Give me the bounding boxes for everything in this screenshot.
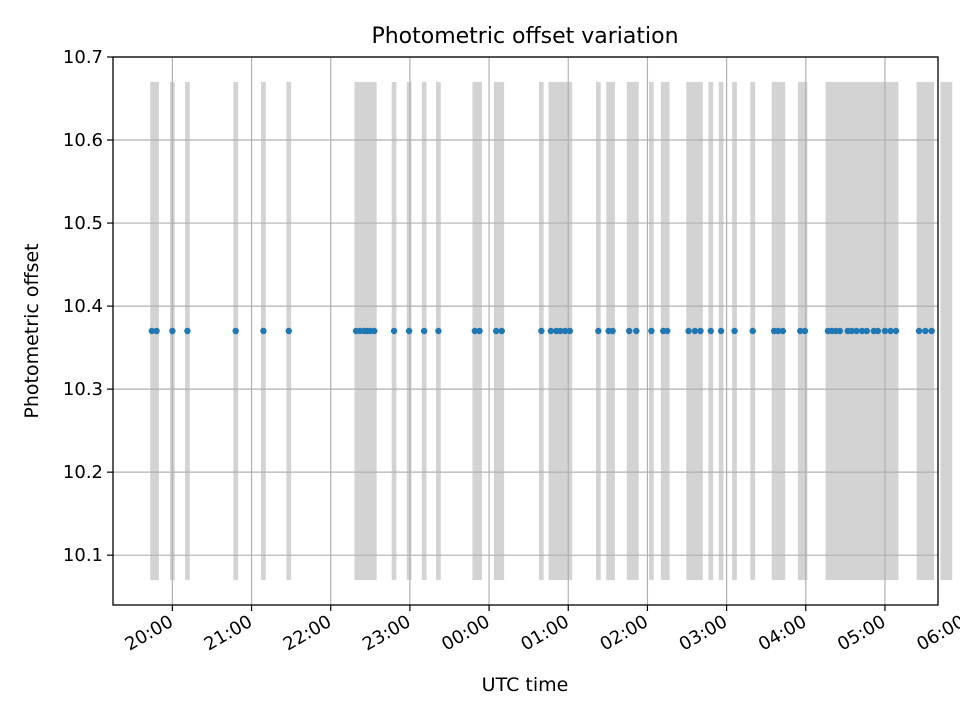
data-point <box>260 327 267 335</box>
data-point <box>664 327 671 335</box>
chart-title: Photometric offset variation <box>371 24 678 49</box>
y-axis-ticks: 10.1 10.2 10.3 10.4 10.5 10.6 10.7 <box>63 47 113 566</box>
data-point <box>371 327 378 335</box>
data-point <box>285 327 292 335</box>
y-tick-label: 10.3 <box>63 379 103 400</box>
data-point <box>232 327 239 335</box>
data-point <box>435 327 442 335</box>
data-point <box>697 327 704 335</box>
y-tick-label: 10.2 <box>63 462 103 483</box>
data-point <box>184 327 191 335</box>
data-point <box>557 327 564 335</box>
data-point <box>648 327 655 335</box>
data-point <box>153 327 160 335</box>
data-point <box>915 327 923 335</box>
data-point <box>561 327 569 335</box>
data-point <box>538 327 545 335</box>
data-point <box>731 327 738 335</box>
data-point <box>685 327 692 335</box>
data-point <box>498 327 505 335</box>
y-tick-label: 10.1 <box>63 545 103 566</box>
data-point <box>148 327 155 335</box>
data-points <box>148 327 935 335</box>
y-tick-label: 10.7 <box>63 47 103 68</box>
y-tick-label: 10.6 <box>63 130 103 151</box>
data-point <box>633 327 640 335</box>
data-point <box>874 327 882 335</box>
observation-span <box>626 81 639 581</box>
data-point <box>848 327 855 335</box>
data-point <box>922 327 929 335</box>
data-point <box>493 327 500 335</box>
data-point <box>887 327 894 335</box>
plot-frame <box>112 56 939 606</box>
data-point <box>863 327 870 335</box>
data-point <box>749 327 756 335</box>
y-tick-label: 10.5 <box>63 213 103 234</box>
data-point <box>774 327 782 335</box>
data-point <box>881 327 889 335</box>
data-point <box>892 327 900 335</box>
data-point <box>801 327 809 335</box>
data-point <box>420 327 428 335</box>
data-point <box>547 327 555 335</box>
x-axis-label: UTC time <box>482 674 569 696</box>
data-point <box>853 327 860 335</box>
data-point <box>797 327 804 335</box>
data-point <box>836 327 844 335</box>
data-point <box>626 327 633 335</box>
data-point <box>707 327 714 335</box>
data-point <box>779 327 787 335</box>
data-point <box>691 327 699 335</box>
y-tick-label: 10.4 <box>63 296 103 317</box>
data-point <box>405 327 413 335</box>
data-point <box>595 327 602 335</box>
data-point <box>928 327 935 335</box>
y-axis-label: Photometric offset <box>21 243 43 418</box>
data-point <box>471 327 479 335</box>
data-point <box>566 327 574 335</box>
data-point <box>717 327 725 335</box>
data-point <box>476 327 483 335</box>
data-point <box>169 327 176 335</box>
data-point <box>390 327 398 335</box>
data-point <box>858 327 866 335</box>
data-point <box>609 327 616 335</box>
observation-span <box>940 81 953 581</box>
